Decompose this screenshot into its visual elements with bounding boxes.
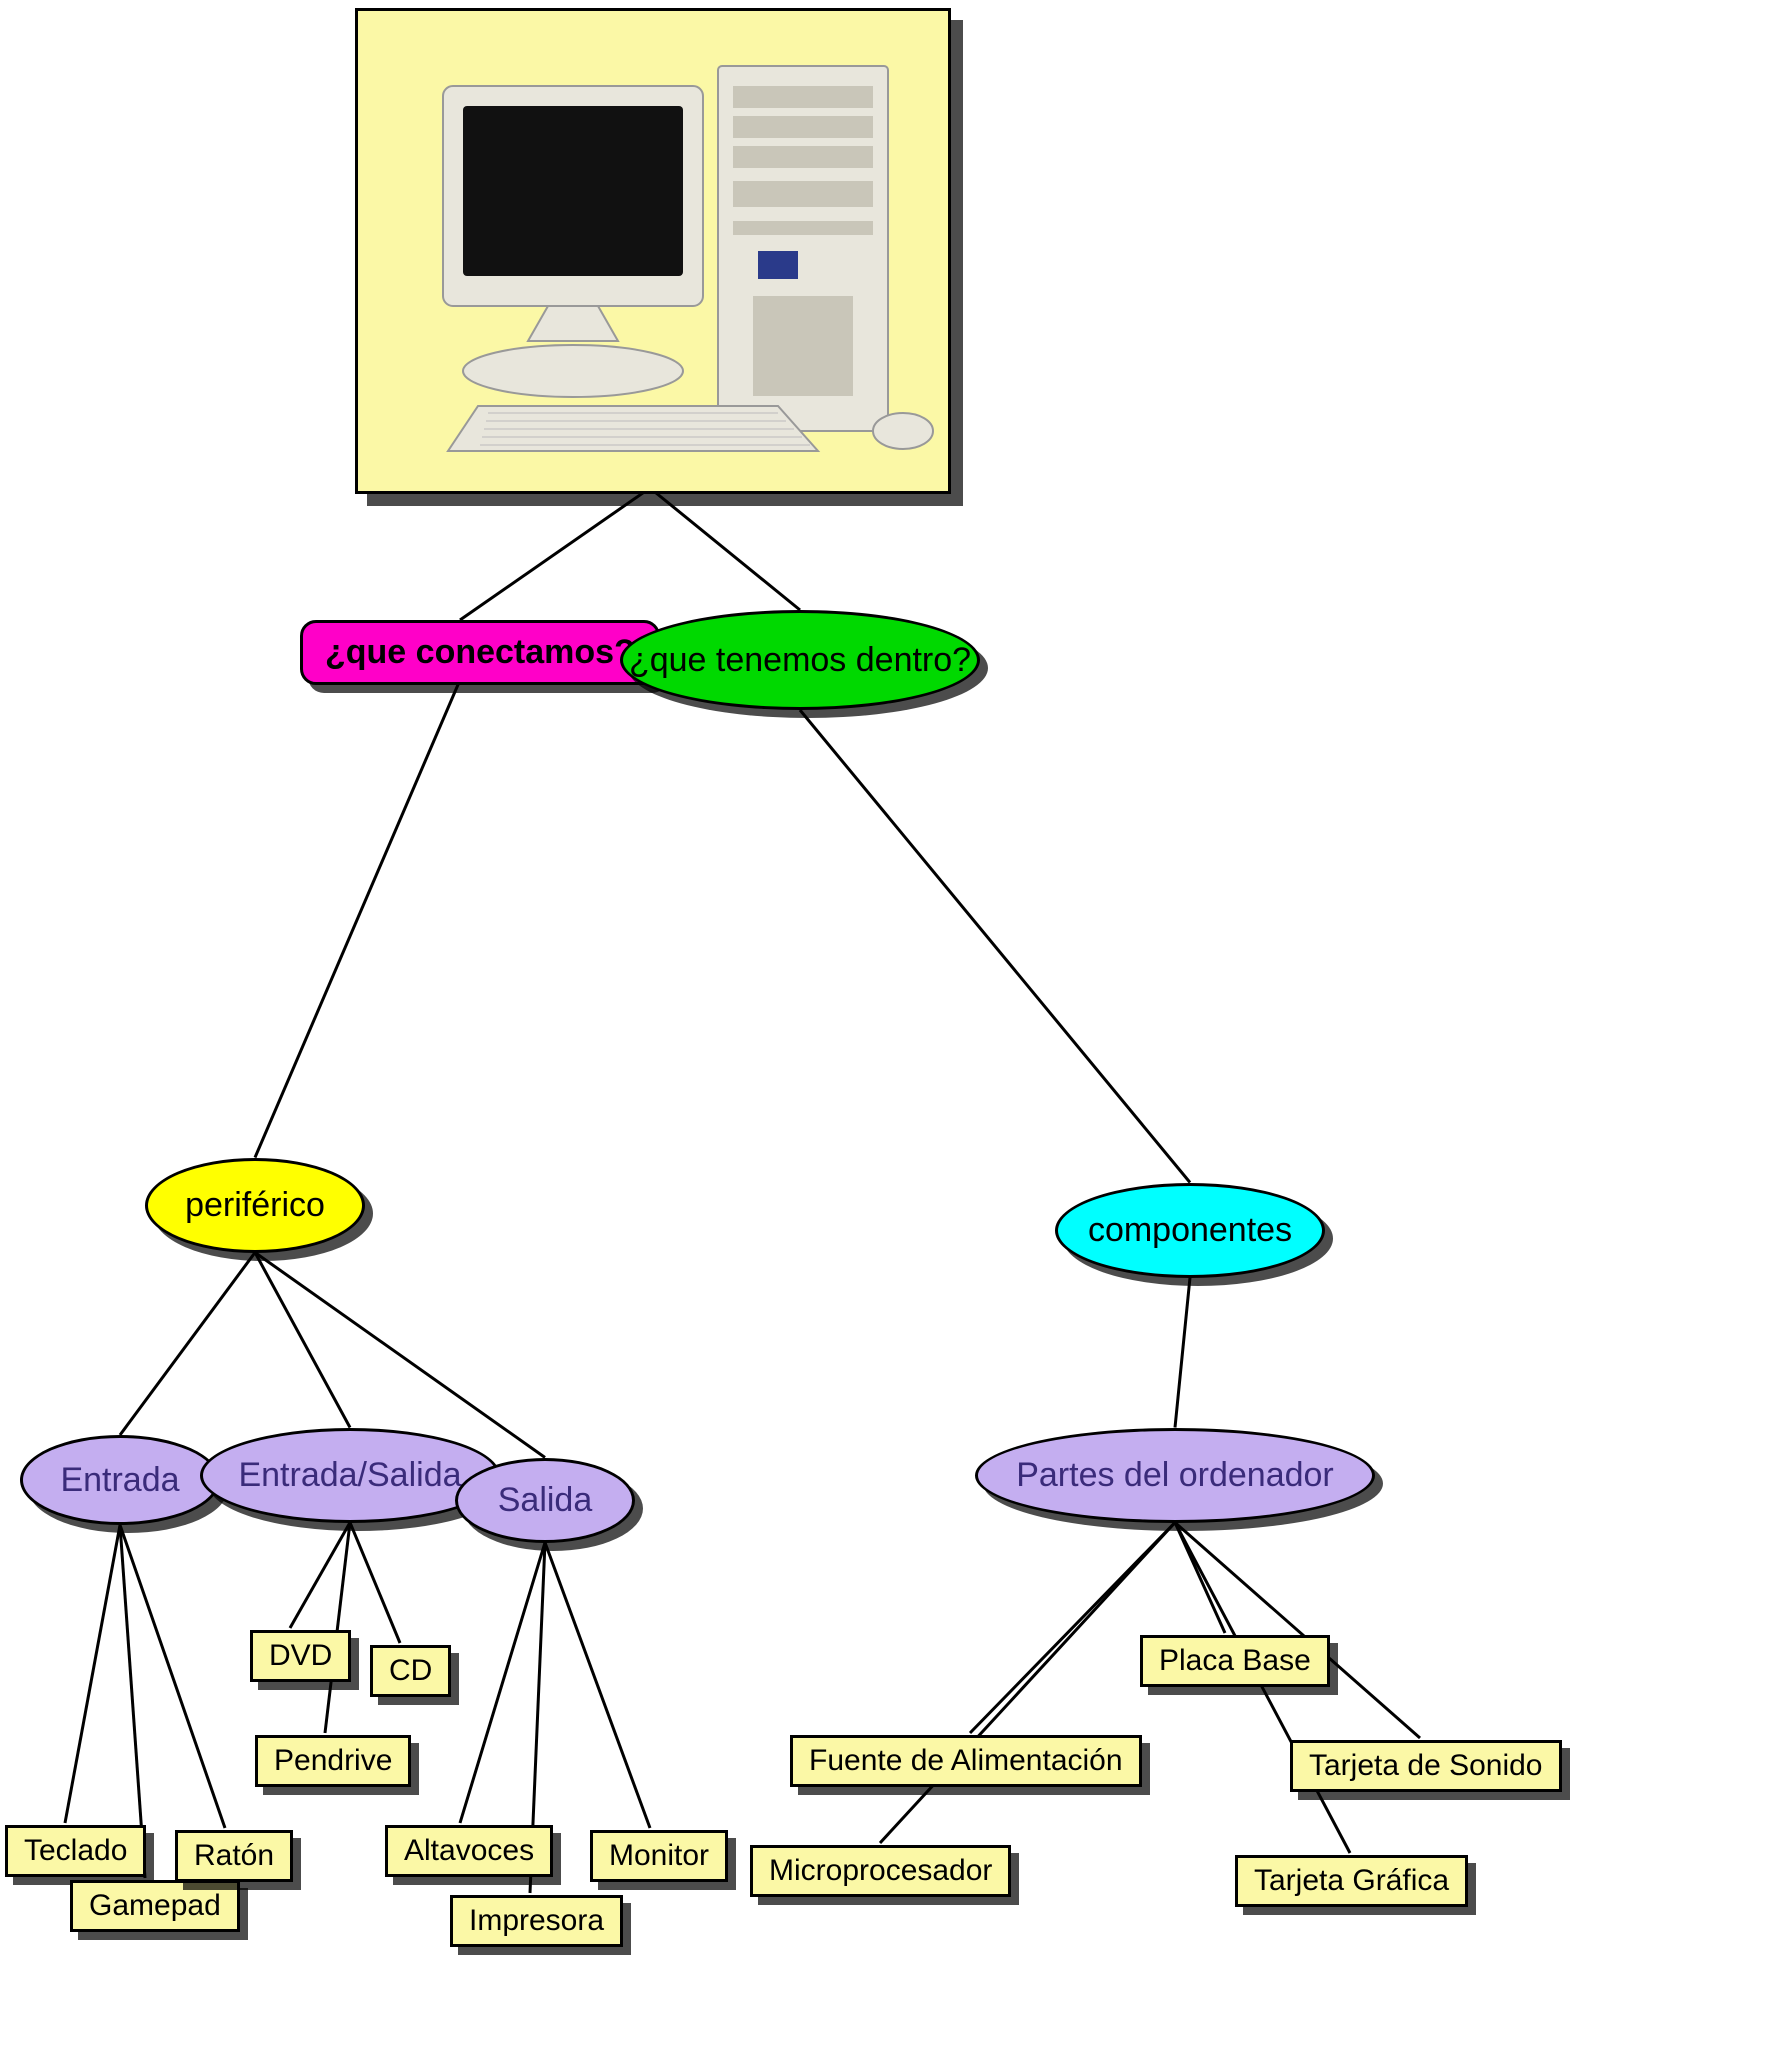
node-periferico: periférico	[145, 1158, 365, 1253]
label-text: Salida	[498, 1481, 593, 1520]
label-text: ¿que tenemos dentro?	[629, 641, 971, 680]
label-text: Partes del ordenador	[1016, 1456, 1334, 1495]
label-text: Impresora	[469, 1904, 604, 1938]
label-text: Tarjeta Gráfica	[1254, 1864, 1449, 1898]
leaf-raton: Ratón	[175, 1830, 293, 1882]
leaf-teclado: Teclado	[5, 1825, 146, 1877]
label-text: Altavoces	[404, 1834, 534, 1868]
leaf-impresora: Impresora	[450, 1895, 623, 1947]
node-componentes: componentes	[1055, 1183, 1325, 1278]
label-text: Ratón	[194, 1839, 274, 1873]
node-partes-ordenador: Partes del ordenador	[975, 1428, 1375, 1523]
leaf-monitor: Monitor	[590, 1830, 728, 1882]
node-entrada: Entrada	[20, 1435, 220, 1525]
leaf-gamepad: Gamepad	[70, 1880, 240, 1932]
label-text: Entrada	[60, 1461, 179, 1500]
label-text: Tarjeta de Sonido	[1309, 1749, 1543, 1783]
root-computer-image	[355, 8, 951, 494]
leaf-fuente: Fuente de Alimentación	[790, 1735, 1142, 1787]
leaf-pendrive: Pendrive	[255, 1735, 411, 1787]
computer-icon	[358, 11, 948, 491]
label-text: Gamepad	[89, 1889, 221, 1923]
node-salida: Salida	[455, 1458, 635, 1543]
leaf-altavoces: Altavoces	[385, 1825, 553, 1877]
leaf-tarjeta-grafica: Tarjeta Gráfica	[1235, 1855, 1468, 1907]
leaf-placa-base: Placa Base	[1140, 1635, 1330, 1687]
label-text: Microprocesador	[769, 1854, 992, 1888]
label-text: Pendrive	[274, 1744, 392, 1778]
label-text: Teclado	[24, 1834, 127, 1868]
label-text: periférico	[185, 1186, 325, 1225]
label-text: Placa Base	[1159, 1644, 1311, 1678]
label-text: CD	[389, 1654, 432, 1688]
leaf-dvd: DVD	[250, 1630, 351, 1682]
leaf-microprocesador: Microprocesador	[750, 1845, 1011, 1897]
label-text: Fuente de Alimentación	[809, 1744, 1123, 1778]
label-text: ¿que conectamos?	[325, 633, 635, 672]
diagram-canvas: ¿que conectamos? ¿que tenemos dentro? pe…	[0, 0, 1775, 2048]
label-text: componentes	[1088, 1211, 1292, 1250]
node-entrada-salida: Entrada/Salida	[200, 1428, 500, 1523]
link-que-conectamos: ¿que conectamos?	[300, 620, 660, 685]
label-text: Entrada/Salida	[238, 1456, 461, 1495]
label-text: Monitor	[609, 1839, 709, 1873]
leaf-cd: CD	[370, 1645, 451, 1697]
label-text: DVD	[269, 1639, 332, 1673]
leaf-tarjeta-sonido: Tarjeta de Sonido	[1290, 1740, 1562, 1792]
link-que-tenemos-dentro: ¿que tenemos dentro?	[620, 610, 980, 710]
